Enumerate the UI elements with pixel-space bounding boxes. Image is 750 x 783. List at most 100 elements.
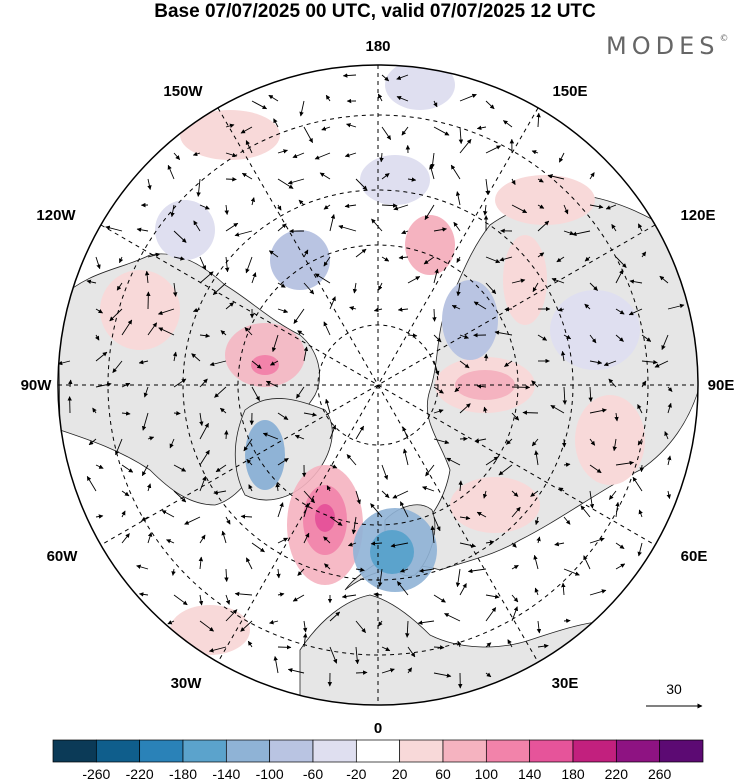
- wind-vector: [589, 490, 595, 509]
- wind-vector: [277, 223, 287, 232]
- colorbar-tick-label: 60: [435, 766, 451, 782]
- wind-vector: [474, 438, 487, 443]
- lon-label-150e: 150E: [552, 83, 587, 100]
- wind-vector: [347, 542, 357, 547]
- wind-vector: [654, 360, 669, 368]
- wind-vector: [225, 594, 231, 605]
- wind-vector: [109, 308, 123, 322]
- wind-vector: [444, 613, 461, 622]
- wind-vector: [499, 256, 513, 262]
- colorbar-swatch: [399, 739, 444, 763]
- wind-vector: [485, 456, 499, 466]
- wind-vector: [424, 204, 435, 220]
- wind-vector: [608, 490, 617, 500]
- wind-vector: [381, 173, 390, 180]
- wind-vector: [396, 96, 409, 102]
- wind-vector: [166, 539, 175, 544]
- wind-vector: [485, 607, 497, 622]
- wind-vector: [433, 409, 444, 414]
- wind-vector: [119, 256, 124, 264]
- colorbar-swatch: [659, 739, 704, 763]
- wind-vector: [615, 269, 624, 284]
- wind-vector: [589, 360, 603, 365]
- wind-vector: [641, 334, 652, 342]
- wind-vector: [498, 464, 513, 476]
- wind-vector: [661, 334, 669, 351]
- wind-vector: [504, 360, 513, 367]
- wind-vector: [297, 568, 305, 576]
- modes-logo: MODES©: [606, 32, 728, 60]
- wind-vector: [275, 482, 280, 492]
- wind-vector: [173, 594, 188, 606]
- wind-vector: [173, 378, 187, 388]
- wind-vector: [298, 199, 305, 206]
- colorbar-tick-label: 220: [605, 766, 629, 782]
- wind-vector: [325, 398, 331, 414]
- wind-vector: [537, 178, 544, 183]
- wind-vector: [277, 282, 286, 288]
- longitude-labels: 180 0 90W 90E 150W 120W 150E 120E 60W 30…: [21, 38, 735, 737]
- colorbar-swatch: [52, 739, 97, 763]
- lon-label-0: 0: [374, 720, 382, 737]
- wind-vector: [105, 225, 123, 232]
- wind-vector: [608, 378, 617, 388]
- wind-vector: [456, 256, 461, 263]
- wind-vector: [225, 123, 235, 128]
- wind-vector: [637, 542, 643, 557]
- map-disc: [58, 65, 698, 705]
- wind-vector: [459, 583, 467, 596]
- wind-vector: [68, 379, 73, 388]
- wind-vector: [531, 438, 539, 447]
- lon-label-90e: 90E: [708, 377, 735, 394]
- wind-vector: [208, 646, 227, 653]
- wind-vector: [342, 73, 357, 78]
- wind-vector: [563, 516, 571, 525]
- wind-vector: [637, 404, 643, 414]
- wind-vector: [234, 230, 253, 237]
- map-title: Base 07/07/2025 00 UTC, valid 07/07/2025…: [154, 1, 596, 22]
- wind-vector: [589, 172, 595, 180]
- wind-vector: [614, 412, 619, 422]
- wind-vector: [560, 350, 566, 362]
- colorbar-swatch: [355, 739, 401, 763]
- wind-vector: [346, 454, 357, 466]
- wind-vector: [589, 589, 607, 596]
- wind-vector: [240, 514, 253, 519]
- wind-vector: [245, 557, 253, 570]
- wind-vector: [396, 74, 409, 80]
- wind-vector: [580, 505, 591, 518]
- wind-vector: [485, 100, 495, 110]
- wind-vector: [392, 490, 409, 499]
- wind-vector: [641, 251, 647, 258]
- wind-vector: [329, 214, 336, 232]
- wind-vector: [355, 178, 368, 191]
- wind-vector: [402, 448, 409, 466]
- wind-vector: [629, 279, 643, 284]
- wind-vector: [381, 464, 389, 480]
- wind-vector: [511, 412, 520, 421]
- wind-vector: [511, 506, 521, 518]
- wind-vector: [407, 667, 413, 674]
- wind-vector: [141, 464, 149, 477]
- wind-vector: [277, 502, 284, 518]
- wind-vector: [537, 220, 550, 232]
- wind-vector: [95, 256, 101, 270]
- wind-vector: [251, 542, 265, 553]
- wind-vector: [456, 282, 461, 297]
- wind-vector: [270, 360, 279, 366]
- wind-vector: [329, 516, 343, 526]
- wind-vector: [536, 112, 541, 128]
- wind-vector: [184, 516, 201, 525]
- wind-vector: [401, 126, 409, 136]
- wind-vector: [390, 542, 409, 548]
- lon-label-90w: 90W: [21, 377, 53, 394]
- wind-vector: [157, 308, 175, 315]
- wind-vector: [225, 609, 238, 622]
- wind-vector: [459, 360, 470, 369]
- wind-vector: [277, 592, 285, 597]
- wind-vector: [147, 178, 152, 190]
- wind-vector: [459, 515, 471, 521]
- wind-vector: [533, 554, 539, 570]
- wind-vector: [381, 668, 395, 674]
- wind-vector: [221, 530, 227, 544]
